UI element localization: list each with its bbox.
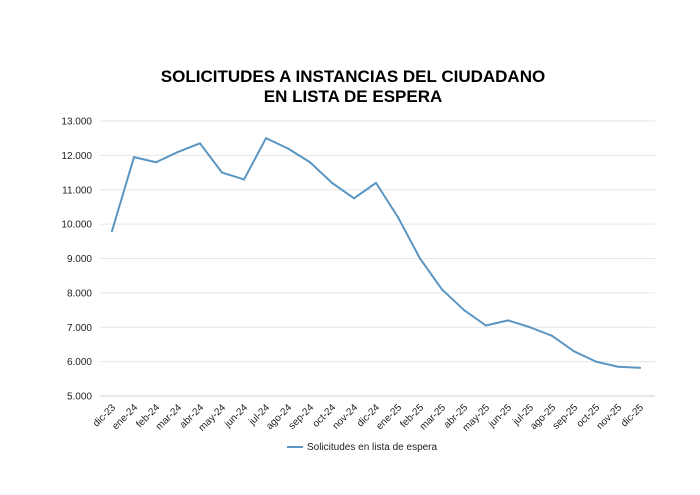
- data-point: [177, 150, 179, 153]
- y-tick-label: 10.000: [61, 220, 92, 231]
- legend-swatch: [287, 446, 303, 448]
- x-tick-label: ene-24: [110, 402, 140, 432]
- y-tick-label: 5.000: [67, 392, 92, 403]
- data-point: [419, 257, 421, 260]
- legend-label: Solicitudes en lista de espera: [307, 441, 438, 453]
- y-tick-label: 9.000: [67, 254, 92, 265]
- data-point: [265, 137, 267, 140]
- y-tick-label: 13.000: [61, 117, 92, 128]
- y-tick-label: 8.000: [67, 288, 92, 299]
- series-line: [111, 137, 641, 369]
- data-point: [617, 365, 619, 368]
- data-point: [331, 181, 333, 184]
- data-point: [287, 147, 289, 150]
- data-point: [199, 142, 201, 145]
- data-point: [551, 334, 553, 337]
- x-tick-label: jun-25: [486, 402, 514, 430]
- chart-title-line-1: SOLICITUDES A INSTANCIAS DEL CIUDADANO: [160, 67, 546, 86]
- data-point: [133, 156, 135, 159]
- series-layer: [111, 137, 641, 369]
- y-tick-label: 11.000: [62, 185, 92, 196]
- y-tick-label: 7.000: [67, 323, 92, 334]
- y-tick-label: 6.000: [67, 357, 92, 368]
- data-point: [639, 366, 641, 369]
- data-point: [155, 161, 157, 164]
- data-point: [485, 324, 487, 327]
- x-tick-label: nov-24: [331, 402, 361, 432]
- legend: Solicitudes en lista de espera: [287, 440, 437, 454]
- data-point: [595, 360, 597, 363]
- chart-title-line-2: EN LISTA DE ESPERA: [263, 87, 443, 106]
- x-tick-label: sep-24: [287, 402, 317, 432]
- data-point: [463, 309, 465, 312]
- y-axis-ticks: 5.000 6.000 7.000 8.000 9.000 10.000 11.000 12.…: [61, 117, 92, 403]
- data-point: [309, 161, 311, 164]
- data-point: [441, 288, 443, 291]
- gridlines: [100, 120, 655, 397]
- data-point: [111, 230, 113, 232]
- data-point: [353, 197, 355, 200]
- chart-title: SOLICITUDES A INSTANCIAS DEL CIUDADANO E…: [0, 67, 700, 107]
- x-tick-label: jun-24: [222, 402, 250, 430]
- data-point: [507, 319, 509, 322]
- data-point: [375, 181, 377, 184]
- x-tick-label: sep-25: [551, 402, 581, 432]
- data-point: [397, 216, 399, 219]
- x-tick-label: dic-25: [619, 402, 646, 429]
- y-tick-label: 12.000: [61, 151, 92, 162]
- data-point: [221, 171, 223, 174]
- x-tick-label: nov-25: [595, 402, 625, 432]
- data-point: [529, 326, 531, 329]
- data-point: [243, 178, 245, 181]
- x-tick-label: ene-25: [374, 402, 404, 432]
- x-axis-ticks: dic-23ene-24feb-24mar-24abr-24may-24jun-…: [91, 402, 646, 434]
- data-point: [573, 350, 575, 353]
